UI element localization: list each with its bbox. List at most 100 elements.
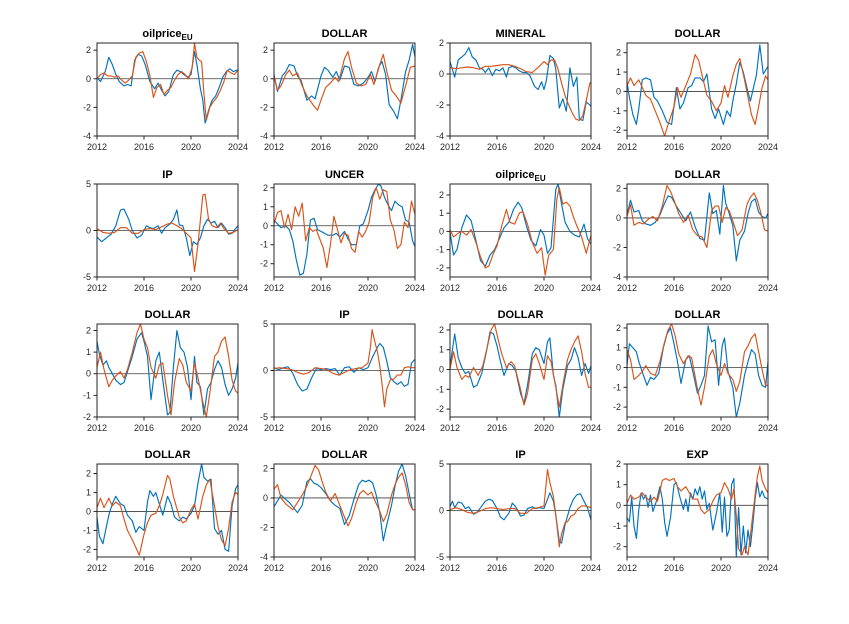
axes-box [273, 42, 416, 137]
x-tick-label: 2020 [358, 423, 378, 433]
subplot-title: DOLLAR [322, 28, 368, 40]
x-tick-label: 2024 [405, 142, 425, 152]
line-series-2 [97, 43, 238, 121]
line-series-1 [97, 208, 238, 257]
subplot-6-uncer: 2012 2016 2020 2024 2 1 0 -1 -2 UNCER [260, 169, 425, 293]
y-tick-label: 2 [616, 48, 621, 58]
y-tick-label: 2 [263, 45, 268, 55]
y-tick-label: -1 [83, 390, 91, 400]
x-tick-label: 2012 [264, 142, 284, 152]
line-series-1 [627, 325, 768, 417]
line-series-1 [627, 477, 768, 557]
y-tick-label: 0 [263, 366, 268, 376]
y-tick-label: 0 [86, 226, 91, 236]
subplot-title: IP [515, 449, 525, 461]
y-tick-label: 1 [439, 345, 444, 355]
line-series-1 [450, 331, 591, 417]
x-tick-label: 2012 [617, 563, 637, 573]
y-tick-label: 2 [616, 323, 621, 333]
y-tick-label: 0 [616, 86, 621, 96]
x-tick-label: 2016 [311, 563, 331, 573]
y-tick-label: 2 [263, 463, 268, 473]
x-tick-label: 2016 [134, 563, 154, 573]
y-tick-label: 0 [439, 69, 444, 79]
subplot-title: DOLLAR [145, 449, 191, 461]
axes-box [626, 42, 769, 137]
x-tick-label: 2024 [228, 423, 248, 433]
x-tick-label: 2016 [487, 563, 507, 573]
x-tick-label: 2020 [358, 563, 378, 573]
subplot-13-dollar: 2012 2016 2020 2024 2 1 0 -1 -2 DOLLAR [83, 449, 248, 573]
y-tick-label: -5 [436, 552, 444, 562]
x-tick-label: 2016 [664, 142, 684, 152]
y-tick-label: -2 [260, 102, 268, 112]
y-tick-label: 1 [86, 487, 91, 497]
y-tick-label: -2 [260, 259, 268, 269]
y-tick-label: 0 [86, 369, 91, 379]
x-tick-label: 2020 [358, 142, 378, 152]
x-tick-label: 2020 [711, 423, 731, 433]
subplot-title: IP [339, 309, 349, 321]
x-tick-label: 2020 [181, 563, 201, 573]
x-tick-label: 2016 [134, 283, 154, 293]
line-series-1 [450, 184, 591, 267]
y-tick-label: -2 [260, 522, 268, 532]
subplot-7-oilprice: 2012 2016 2020 2024 2 1 0 -1 -2 oilpriceEU [436, 169, 601, 293]
x-tick-label: 2012 [440, 563, 460, 573]
line-series-1 [274, 342, 415, 392]
y-tick-label: 0 [263, 493, 268, 503]
subplot-title: MINERAL [495, 28, 545, 40]
axes-box [96, 323, 239, 418]
y-tick-label: 0 [263, 74, 268, 84]
line-series-1 [627, 184, 768, 262]
subplot-5-ip: 2012 2016 2020 2024 5 0 -5 IP [83, 169, 248, 293]
x-tick-label: 2012 [87, 283, 107, 293]
y-tick-label: 0 [616, 363, 621, 373]
subplot-8-dollar: 2012 2016 2020 2024 2 0 -2 -4 DOLLAR [613, 169, 778, 293]
axes-box [96, 463, 239, 558]
x-tick-label: 2024 [228, 283, 248, 293]
x-tick-label: 2016 [664, 563, 684, 573]
x-tick-label: 2024 [758, 563, 778, 573]
x-tick-label: 2012 [440, 423, 460, 433]
subplot-4-dollar: 2012 2016 2020 2024 2 1 0 -1 -2 DOLLAR [613, 28, 778, 152]
x-tick-label: 2024 [581, 563, 601, 573]
subplot-title: DOLLAR [498, 309, 544, 321]
line-series-2 [97, 193, 238, 272]
x-tick-label: 2012 [440, 283, 460, 293]
y-tick-label: -1 [613, 521, 621, 531]
x-tick-label: 2012 [87, 423, 107, 433]
subplot-title: IP [162, 169, 172, 181]
line-series-1 [274, 184, 415, 276]
subplot-16-exp: 2012 2016 2020 2024 2 1 0 -1 -2 EXP [613, 449, 778, 573]
axes-box [449, 183, 592, 278]
subplot-title: EXP [686, 449, 708, 461]
subplot-title: DOLLAR [322, 449, 368, 461]
subplot-1-oilprice: 2012 2016 2020 2024 2 0 -2 -4 oilpriceEU [83, 28, 248, 152]
y-tick-label: -1 [436, 245, 444, 255]
y-tick-label: 0 [439, 506, 444, 516]
y-tick-label: -4 [436, 131, 444, 141]
axes-box [273, 183, 416, 278]
y-tick-label: -4 [260, 131, 268, 141]
line-series-2 [627, 465, 768, 556]
y-tick-label: 0 [439, 226, 444, 236]
line-series-2 [274, 329, 415, 408]
line-series-1 [97, 329, 238, 416]
axes-box [449, 323, 592, 418]
x-tick-label: 2024 [405, 423, 425, 433]
x-tick-label: 2016 [664, 423, 684, 433]
y-tick-label: 5 [439, 459, 444, 469]
y-tick-label: -2 [613, 402, 621, 412]
x-tick-label: 2012 [264, 283, 284, 293]
y-tick-label: 0 [263, 221, 268, 231]
y-tick-label: -2 [436, 263, 444, 273]
x-tick-label: 2020 [534, 283, 554, 293]
y-tick-label: 1 [616, 343, 621, 353]
y-tick-label: 2 [439, 325, 444, 335]
y-tick-label: 0 [616, 500, 621, 510]
y-tick-label: -4 [613, 272, 621, 282]
line-series-1 [274, 43, 415, 120]
x-tick-label: 2020 [358, 283, 378, 293]
x-tick-label: 2024 [405, 283, 425, 293]
